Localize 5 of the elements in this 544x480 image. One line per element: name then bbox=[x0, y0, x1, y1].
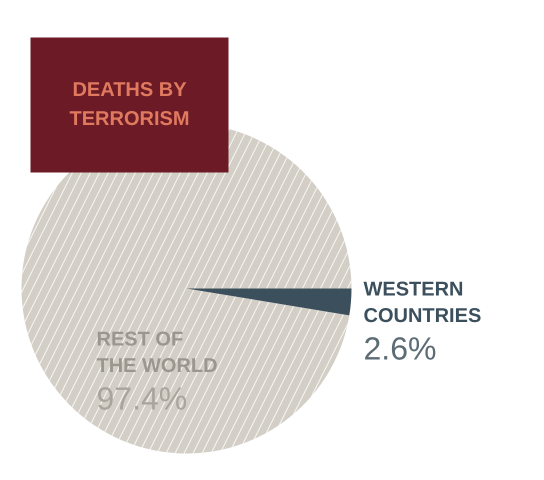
slice-label: REST OF THE WORLD bbox=[96, 328, 218, 377]
data-label: 2.6% bbox=[364, 330, 436, 366]
slice-label: WESTERN COUNTRIES bbox=[364, 278, 482, 327]
data-label: 97.4% bbox=[96, 380, 188, 416]
chart-title: DEATHS BY TERRORISM bbox=[70, 79, 190, 130]
